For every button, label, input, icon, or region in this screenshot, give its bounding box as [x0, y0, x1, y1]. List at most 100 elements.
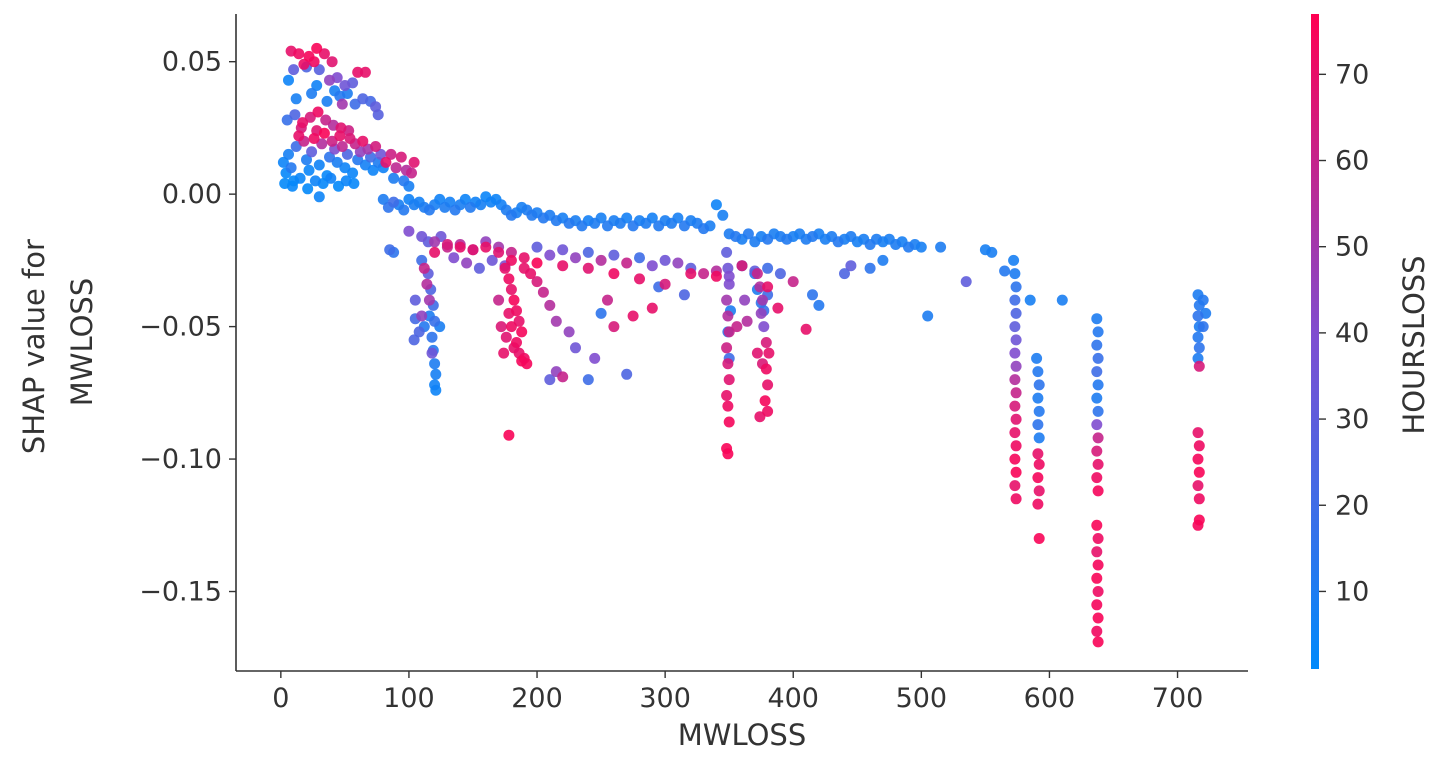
scatter-point [722, 310, 734, 322]
scatter-point [758, 321, 770, 333]
scatter-point [352, 66, 364, 78]
scatter-point [325, 172, 337, 184]
colorbar-tick-label: 50 [1335, 232, 1369, 263]
scatter-point [426, 331, 438, 343]
scatter-point [311, 42, 323, 54]
scatter-point [421, 278, 433, 290]
scatter-point [751, 268, 763, 280]
scatter-point [774, 268, 786, 280]
y-axis-title-line2: MWLOSS [65, 278, 99, 406]
scatter-point [485, 196, 497, 208]
scatter-point [1091, 419, 1103, 431]
scatter-point [722, 400, 734, 412]
scatter-point [326, 56, 338, 68]
scatter-point [634, 273, 645, 285]
scatter-point [751, 347, 763, 359]
scatter-point [359, 159, 371, 171]
scatter-point [283, 148, 294, 160]
scatter-point [582, 374, 594, 386]
scatter-point [762, 405, 774, 417]
scatter-point [723, 416, 735, 428]
scatter-point [730, 231, 742, 242]
scatter-point [754, 281, 766, 293]
scatter-point [1033, 458, 1045, 470]
scatter-point [499, 262, 511, 274]
scatter-point [302, 183, 314, 195]
scatter-point [1193, 466, 1205, 478]
scatter-point [877, 254, 889, 266]
scatter-point [341, 148, 353, 160]
scatter-point [627, 220, 639, 232]
scatter-point [384, 244, 396, 256]
y-tick-label: −0.15 [139, 577, 222, 608]
scatter-point [659, 278, 671, 290]
scatter-point [762, 281, 774, 293]
y-axis-title-line1: SHAP value for [17, 239, 51, 454]
scatter-point [505, 246, 517, 258]
scatter-point [1192, 480, 1204, 492]
colorbar-gradient [1311, 14, 1319, 669]
scatter-point [388, 196, 400, 208]
scatter-point [772, 302, 784, 314]
scatter-point [1009, 321, 1021, 333]
scatter-point [537, 286, 549, 298]
scatter-point [430, 368, 442, 380]
scatter-points-layer [277, 42, 1212, 648]
scatter-point [1009, 268, 1021, 280]
scatter-point [518, 252, 530, 264]
scatter-point [448, 252, 460, 264]
scatter-point [403, 225, 415, 237]
scatter-point [505, 209, 517, 221]
scatter-point [336, 98, 348, 110]
scatter-point [1009, 427, 1021, 439]
scatter-point [1010, 307, 1022, 319]
scatter-point [359, 66, 371, 78]
scatter-point [807, 289, 818, 301]
scatter-point [467, 244, 479, 256]
scatter-point [449, 204, 461, 216]
scatter-point [722, 448, 734, 460]
scatter-point [370, 101, 382, 113]
scatter-point [672, 257, 684, 269]
scatter-point [513, 315, 525, 327]
colorbar-tick-label: 10 [1335, 576, 1369, 607]
scatter-point [370, 141, 382, 152]
x-tick-label: 100 [383, 683, 435, 714]
colorbar-tick-label: 20 [1335, 490, 1369, 521]
scatter-point [710, 199, 722, 211]
scatter-point [754, 411, 766, 423]
scatter-point [290, 93, 302, 105]
scatter-point [731, 321, 743, 333]
scatter-point [526, 209, 538, 221]
scatter-point [1033, 485, 1045, 497]
scatter-point [999, 265, 1011, 277]
scatter-point [544, 249, 556, 261]
scatter-point [762, 379, 774, 391]
scatter-point [367, 164, 379, 176]
scatter-point [557, 371, 569, 383]
scatter-point [1009, 480, 1021, 492]
scatter-point [813, 299, 825, 311]
scatter-point [390, 162, 402, 174]
scatter-point [621, 368, 633, 380]
scatter-point [336, 141, 348, 152]
scatter-point [845, 260, 857, 272]
scatter-point [441, 239, 453, 250]
scatter-point [309, 175, 321, 187]
scatter-point [505, 254, 517, 266]
scatter-point [685, 268, 697, 280]
scatter-point [303, 164, 315, 176]
scatter-point [1024, 294, 1036, 306]
scatter-point [721, 342, 733, 354]
scatter-point [398, 175, 410, 187]
colorbar: 10 20 30 40 50 60 70 [1311, 14, 1369, 669]
scatter-point [493, 294, 505, 306]
scatter-point [1193, 493, 1205, 505]
scatter-point [1010, 466, 1022, 478]
scatter-point [318, 127, 330, 139]
x-tick-label: 700 [1152, 683, 1204, 714]
scatter-point [313, 159, 325, 171]
scatter-point [298, 58, 310, 70]
scatter-point [320, 114, 332, 126]
scatter-point [621, 257, 633, 269]
